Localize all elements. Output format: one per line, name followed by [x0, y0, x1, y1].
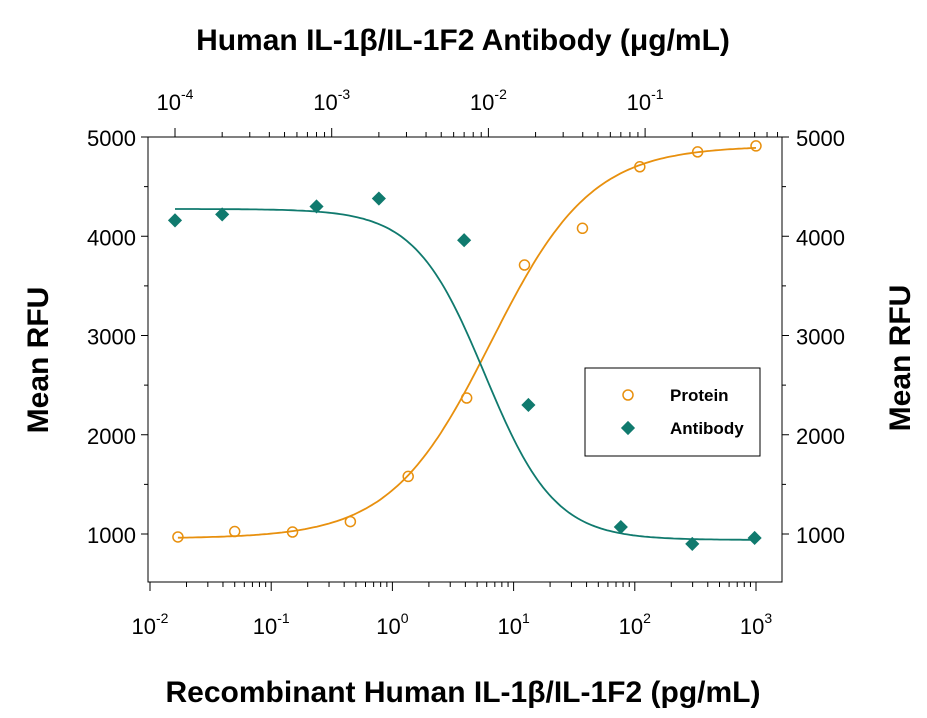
point-protein-9: [691, 146, 704, 158]
point-antibody-1: [215, 207, 230, 222]
axes: 1000 1000 2000 2000 3000 3000 4000 4000 5000 5000…: [87, 86, 845, 639]
point-antibody-7: [685, 536, 700, 551]
point-protein-6: [518, 259, 531, 271]
legend-marker-antibody: [620, 420, 636, 436]
x-tick-label-bottom-1: 10-1: [253, 610, 290, 639]
data-points: [167, 140, 762, 551]
y-tick-label-right-3: 4000: [796, 225, 845, 250]
x-tick-label-top-0: 10-4: [157, 86, 194, 115]
y-tick-label-left-3: 4000: [87, 225, 136, 250]
legend-marker-protein: [622, 389, 634, 401]
y-tick-label-right-0: 1000: [796, 523, 845, 548]
x-tick-label-bottom-5: 103: [740, 610, 772, 639]
point-antibody-4: [457, 233, 472, 248]
y-tick-label-left-2: 3000: [87, 325, 136, 350]
fit-curves: [175, 147, 757, 541]
x-tick-label-bottom-3: 101: [497, 610, 529, 639]
fit-curve-antibody: [175, 208, 755, 541]
legend: Protein Antibody: [584, 367, 761, 457]
y-tick-label-right-2: 3000: [796, 325, 845, 350]
chart-y-title-right: Mean RFU: [884, 285, 917, 432]
point-protein-8: [634, 161, 646, 173]
y-tick-label-right-4: 5000: [796, 126, 845, 151]
point-antibody-0: [167, 213, 183, 228]
y-tick-label-left-1: 2000: [87, 424, 136, 449]
legend-label-antibody: Antibody: [670, 419, 744, 438]
y-tick-label-left-4: 5000: [87, 126, 136, 151]
x-tick-label-top-1: 10-3: [313, 86, 350, 115]
point-protein-0: [172, 531, 184, 543]
legend-box: [584, 367, 761, 457]
x-tick-label-bottom-2: 100: [376, 610, 408, 639]
point-antibody-5: [521, 397, 536, 413]
point-protein-10: [750, 140, 762, 152]
legend-label-protein: Protein: [670, 386, 729, 405]
x-tick-label-top-3: 10-1: [627, 86, 664, 115]
point-antibody-3: [371, 191, 386, 206]
point-protein-2: [286, 526, 299, 538]
point-protein-7: [576, 222, 589, 235]
chart-y-title-left: Mean RFU: [22, 287, 55, 434]
fit-curve-protein: [177, 147, 757, 539]
chart-x-title: Recombinant Human IL-1β/IL-1F2 (pg/mL): [166, 676, 761, 709]
chart-top-title: Human IL-1β/IL-1F2 Antibody (μg/mL): [196, 24, 730, 57]
point-protein-1: [228, 525, 241, 538]
x-tick-label-bottom-0: 10-2: [132, 610, 169, 639]
point-antibody-2: [309, 199, 324, 214]
point-protein-4: [402, 470, 414, 483]
y-tick-label-right-1: 2000: [796, 424, 845, 449]
x-tick-label-bottom-4: 102: [619, 610, 651, 639]
x-tick-label-top-2: 10-2: [470, 86, 507, 115]
point-antibody-8: [747, 530, 762, 546]
point-antibody-6: [613, 519, 628, 535]
point-protein-5: [460, 392, 473, 404]
y-tick-label-left-0: 1000: [87, 523, 136, 548]
plot-frame: [147, 136, 783, 583]
point-protein-3: [344, 515, 357, 528]
